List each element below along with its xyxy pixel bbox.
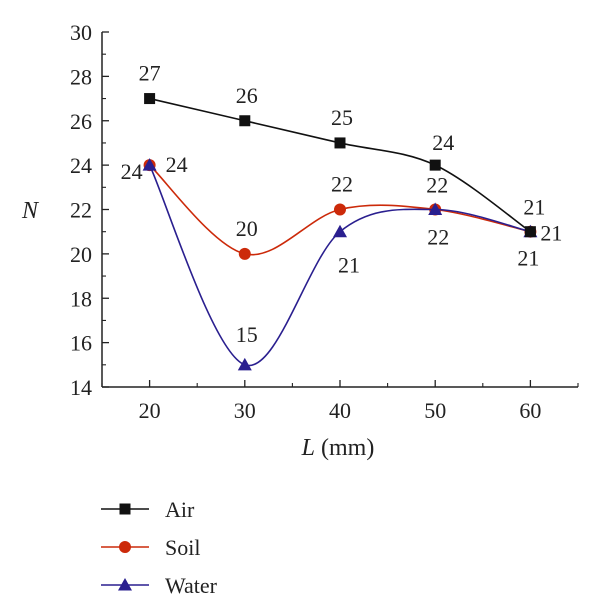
data-label-water: 21 (517, 246, 539, 271)
data-label-water: 21 (338, 253, 360, 278)
legend-label-soil: Soil (165, 535, 200, 560)
y-tick-label: 26 (70, 109, 92, 134)
legend-marker-air (119, 503, 131, 515)
y-tick-label: 24 (70, 153, 92, 178)
y-tick-label: 22 (70, 198, 92, 223)
legend-label-air: Air (165, 497, 195, 522)
data-label-soil: 22 (426, 173, 448, 198)
x-tick-label: 60 (519, 398, 541, 423)
data-label-water: 22 (427, 225, 449, 250)
point-soil (334, 203, 346, 216)
legend-label-water: Water (165, 573, 218, 598)
y-tick-label: 20 (70, 242, 92, 267)
point-air (524, 226, 536, 238)
y-tick-label: 28 (70, 64, 92, 89)
data-label-water: 15 (236, 322, 258, 347)
y-tick-label: 18 (70, 286, 92, 311)
y-axis-title: N (21, 198, 40, 224)
y-tick-label: 14 (70, 375, 92, 400)
series-layer (142, 93, 538, 371)
x-tick-label: 50 (424, 398, 446, 423)
data-label-air: 25 (331, 105, 353, 130)
point-water (237, 357, 252, 371)
point-water (428, 202, 443, 215)
x-tick-label: 20 (139, 398, 161, 423)
legend: Air Soil Water (101, 497, 218, 598)
data-label-soil: 24 (166, 152, 188, 177)
point-air (144, 93, 156, 105)
data-label-soil: 21 (540, 221, 562, 246)
point-air (334, 137, 346, 149)
x-tick-label: 40 (329, 398, 351, 423)
point-air (239, 115, 251, 127)
x-axis-title-unit: (mm) (315, 435, 374, 461)
data-labels: 27 26 25 24 21 24 20 22 22 21 24 15 21 22 21 (121, 61, 563, 347)
data-label-water: 24 (121, 159, 143, 184)
axes: 14 16 18 20 22 24 26 28 30 20 30 40 50 60 (70, 20, 579, 423)
data-label-air: 24 (432, 130, 454, 155)
data-label-air: 21 (523, 195, 545, 220)
y-tick-label: 16 (70, 331, 92, 356)
legend-marker-soil (119, 541, 131, 553)
data-label-air: 27 (139, 61, 161, 86)
point-soil (238, 247, 251, 260)
x-axis-title: L (mm) (301, 435, 375, 461)
x-axis-title-var: L (301, 435, 315, 461)
y-tick-label: 30 (70, 20, 92, 45)
series-line-water (148, 164, 531, 367)
x-tick-label: 30 (234, 398, 256, 423)
point-water (142, 158, 157, 171)
point-air (429, 159, 441, 171)
data-label-air: 26 (236, 83, 258, 108)
point-water (333, 224, 347, 238)
legend-marker-water (118, 578, 132, 591)
data-label-soil: 22 (331, 172, 353, 197)
data-label-soil: 20 (236, 216, 258, 241)
